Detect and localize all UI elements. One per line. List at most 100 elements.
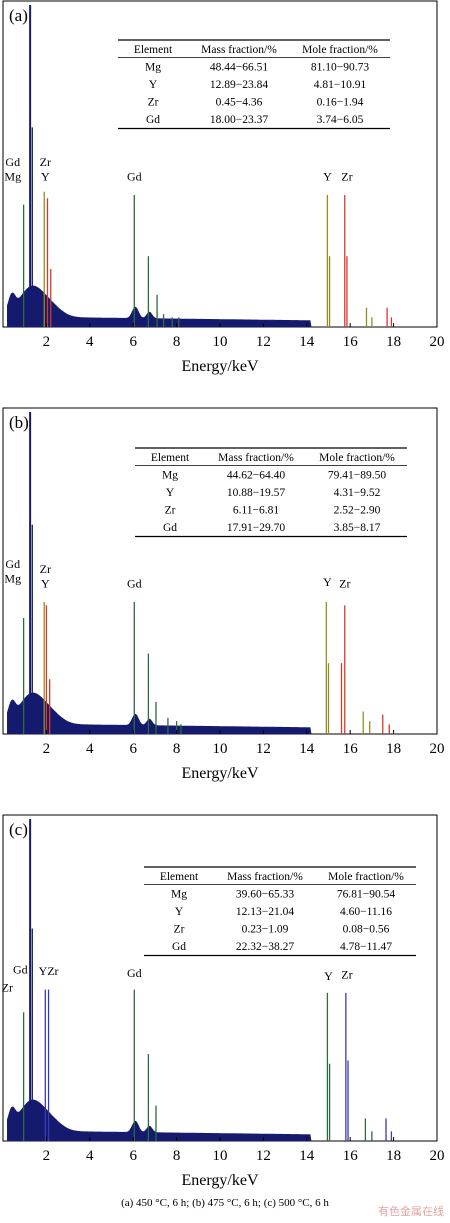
table-cell: 44.62−64.40 (227, 470, 285, 482)
panel-label: (c) (9, 820, 28, 839)
spectrum-continuum (6, 285, 312, 328)
peak-annotation: Zr (339, 576, 350, 590)
x-axis-label: Energy/keV (181, 1172, 258, 1189)
x-tick-label: 4 (86, 741, 94, 757)
plot-frame (2, 0, 438, 328)
table-cell: 17.91−29.70 (227, 522, 285, 534)
table-cell: Zr (165, 505, 176, 517)
table-header-cell: Mole fraction/% (319, 452, 395, 464)
table-cell: 4.60−11.16 (340, 906, 392, 918)
peak-annotation: Gd (127, 966, 142, 980)
table-cell: 79.41−89.50 (328, 470, 386, 482)
peak-annotation: Y (324, 969, 333, 983)
table-header-cell: Element (160, 871, 199, 883)
peak-annotation: Zr (40, 562, 51, 576)
table-cell: 12.13−21.04 (236, 906, 294, 918)
table-cell: Y (149, 79, 158, 91)
table-cell: 4.81−10.91 (314, 79, 367, 91)
table-cell: 0.08−0.56 (343, 924, 390, 936)
table-cell: Y (166, 487, 175, 499)
peak-annotation: Y (41, 576, 50, 590)
table-header-cell: Mass fraction/% (201, 44, 277, 56)
x-tick-label: 10 (213, 334, 228, 350)
peak-annotation: Zr (341, 169, 352, 183)
x-tick-label: 6 (129, 741, 137, 757)
table-cell: 4.31−9.52 (334, 487, 381, 499)
x-tick-label: 8 (173, 1148, 181, 1164)
table-header-cell: Element (151, 452, 190, 464)
table-cell: 12.89−23.84 (210, 79, 268, 91)
x-tick-label: 4 (86, 1148, 94, 1164)
table-cell: 6.11−6.81 (233, 505, 280, 517)
x-tick-label: 18 (386, 334, 401, 350)
table-cell: Gd (172, 941, 186, 953)
spectrum-continuum (6, 1099, 312, 1142)
table-cell: Gd (146, 114, 160, 126)
peak-annotation: Gd (5, 155, 20, 169)
x-tick-label: 2 (43, 741, 51, 757)
table-cell: 39.60−65.33 (236, 889, 294, 901)
x-tick-label: 20 (430, 741, 445, 757)
table-header-cell: Element (134, 44, 173, 56)
x-tick-label: 8 (173, 334, 181, 350)
table-cell: Mg (145, 62, 161, 74)
x-tick-label: 16 (343, 334, 359, 350)
x-tick-label: 16 (343, 741, 359, 757)
peak-annotation: Gd (13, 963, 28, 977)
x-tick-label: 14 (299, 741, 315, 757)
x-tick-label: 18 (386, 1148, 401, 1164)
spectrum-continuum (6, 692, 312, 735)
x-tick-label: 14 (299, 1148, 315, 1164)
x-tick-label: 14 (299, 334, 315, 350)
table-cell: 22.32−38.27 (236, 941, 294, 953)
peak-annotation: YZr (39, 964, 59, 978)
x-tick-label: 2 (43, 1148, 51, 1164)
x-tick-label: 20 (430, 334, 445, 350)
peak-annotation: Mg (4, 572, 21, 586)
peak-annotation: Mg (4, 169, 21, 183)
watermark: 有色金属在线 (378, 1205, 444, 1218)
table-header-cell: Mass fraction/% (227, 871, 303, 883)
table-cell: 4.78−11.47 (340, 941, 392, 953)
x-tick-label: 10 (213, 1148, 228, 1164)
table-header-cell: Mole fraction/% (328, 871, 404, 883)
x-tick-label: 12 (256, 1148, 271, 1164)
peak-annotation: Gd (127, 169, 142, 183)
table-cell: Gd (163, 522, 177, 534)
plot-frame (2, 814, 438, 1142)
x-axis-label: Energy/keV (181, 358, 258, 375)
x-tick-label: 18 (386, 741, 401, 757)
x-tick-label: 4 (86, 334, 94, 350)
peak-annotation: Y (323, 169, 332, 183)
x-tick-label: 12 (256, 741, 271, 757)
table-header-cell: Mass fraction/% (218, 452, 294, 464)
table-cell: 81.10−90.73 (311, 62, 369, 74)
x-tick-label: 6 (129, 1148, 137, 1164)
x-tick-label: 8 (173, 741, 181, 757)
table-cell: Y (175, 906, 184, 918)
table-cell: Mg (162, 470, 178, 482)
table-cell: 10.88−19.57 (227, 487, 285, 499)
table-cell: 3.74−6.05 (317, 114, 364, 126)
peak-annotation: Gd (5, 557, 20, 571)
table-cell: 0.16−1.94 (317, 97, 364, 109)
table-cell: 0.45−4.36 (216, 97, 263, 109)
x-tick-label: 12 (256, 334, 271, 350)
table-cell: 3.85−8.17 (334, 522, 381, 534)
table-cell: 76.81−90.54 (337, 889, 395, 901)
table-cell: Zr (174, 924, 185, 936)
x-tick-label: 10 (213, 741, 228, 757)
peak-annotation: Zr (341, 967, 352, 981)
table-cell: Mg (171, 889, 187, 901)
figure-caption: (a) 450 °C, 6 h; (b) 475 °C, 6 h; (c) 50… (121, 1197, 329, 1209)
table-header-cell: Mole fraction/% (302, 44, 378, 56)
table-cell: 48.44−66.51 (210, 62, 268, 74)
table-cell: 0.23−1.09 (242, 924, 289, 936)
peak-annotation: Gd (127, 576, 142, 590)
plot-frame (2, 407, 438, 735)
x-tick-label: 6 (129, 334, 137, 350)
x-tick-label: 16 (343, 1148, 359, 1164)
